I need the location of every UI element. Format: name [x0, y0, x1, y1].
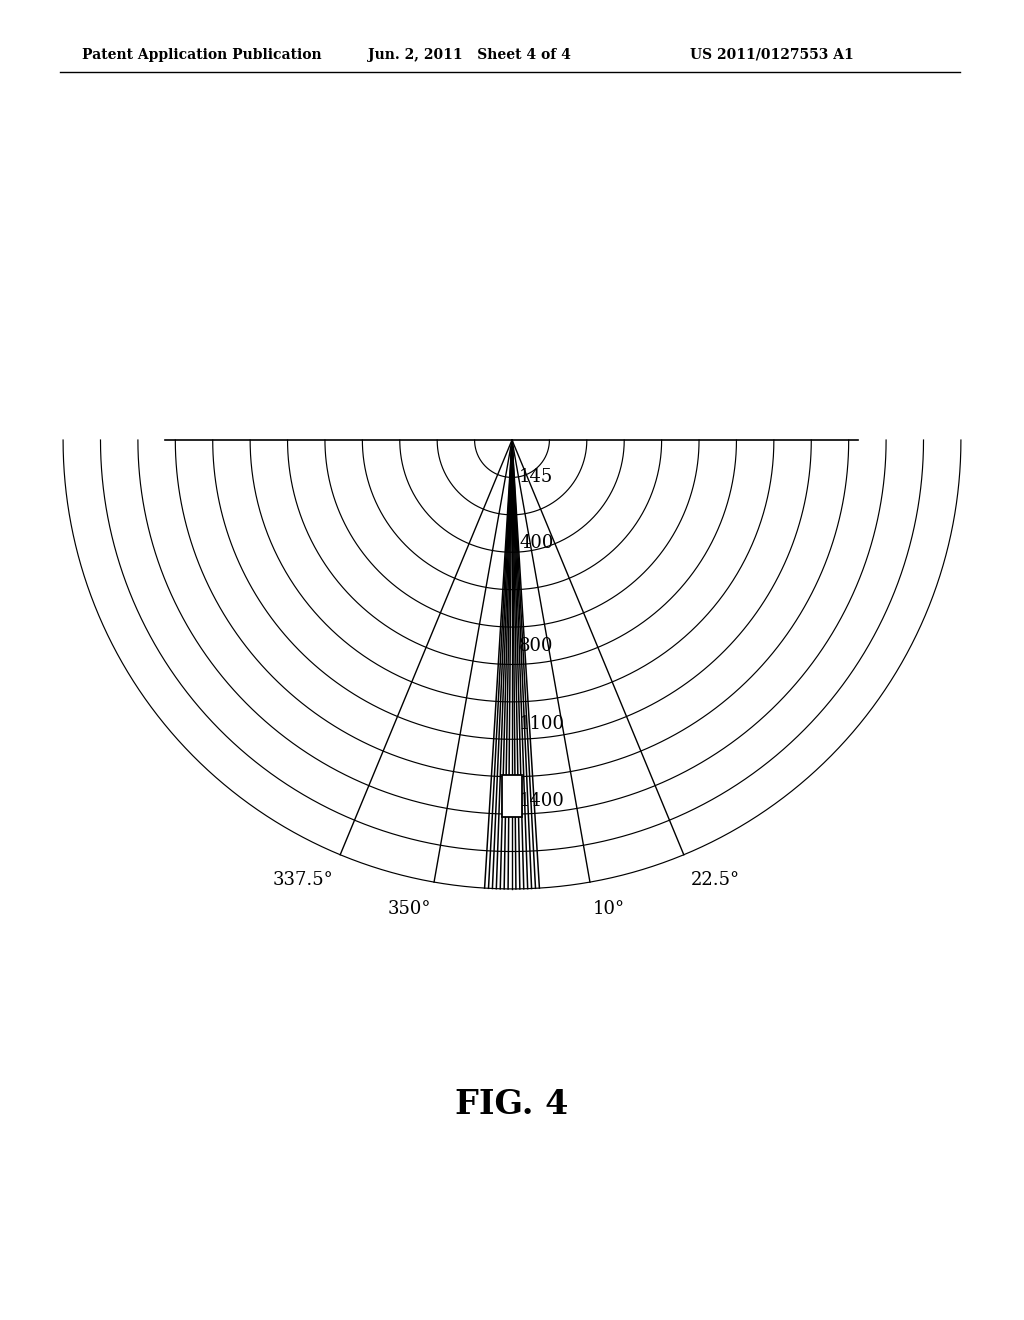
Text: Jun. 2, 2011   Sheet 4 of 4: Jun. 2, 2011 Sheet 4 of 4: [368, 48, 570, 62]
Text: 1400: 1400: [519, 792, 565, 810]
Text: FIG. 4: FIG. 4: [456, 1089, 568, 1122]
Text: US 2011/0127553 A1: US 2011/0127553 A1: [690, 48, 854, 62]
Text: Patent Application Publication: Patent Application Publication: [82, 48, 322, 62]
Text: 400: 400: [519, 535, 553, 552]
Text: 1100: 1100: [519, 715, 565, 733]
Text: 10°: 10°: [593, 900, 626, 917]
Text: 350°: 350°: [387, 900, 431, 917]
Bar: [502, 775, 522, 817]
Text: 800: 800: [519, 638, 554, 656]
Text: 145: 145: [519, 469, 553, 486]
Text: 337.5°: 337.5°: [272, 871, 334, 890]
Text: 22.5°: 22.5°: [690, 871, 739, 890]
